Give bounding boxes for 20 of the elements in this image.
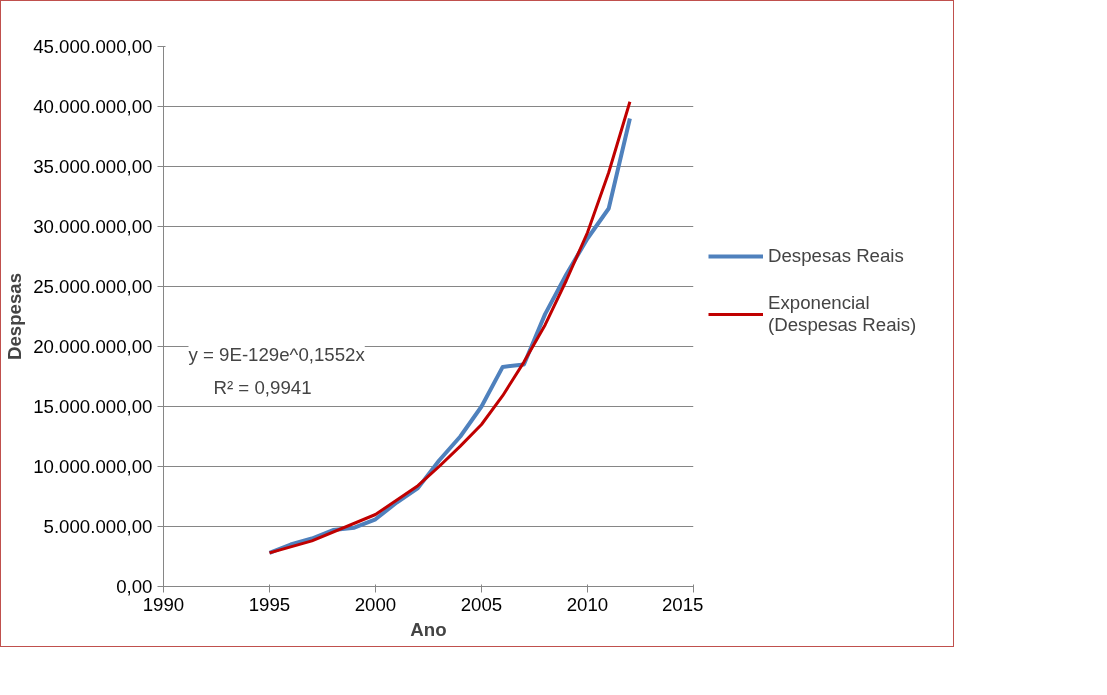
x-tick-label: 2000 [354, 593, 397, 615]
y-tick-label: 40.000.000,00 [33, 96, 153, 117]
y-tick-label: 45.000.000,00 [33, 36, 153, 57]
y-tick-label: 25.000.000,00 [33, 276, 153, 297]
x-tick-label: 1995 [248, 593, 291, 615]
y-tick-label: 30.000.000,00 [33, 216, 153, 237]
y-tick-label: 5.000.000,00 [43, 516, 153, 537]
x-tick-label: 2010 [566, 593, 609, 615]
y-tick-label: 10.000.000,00 [33, 456, 153, 477]
y-tick-label: 15.000.000,00 [33, 396, 153, 417]
y-tick-label: 20.000.000,00 [33, 336, 153, 357]
y-axis-title: Despesas [4, 272, 26, 361]
annotation: R² = 0,9941 [213, 376, 312, 398]
x-tick-label: 2005 [460, 593, 503, 615]
legend-label: Despesas Reais [768, 245, 904, 267]
y-tick-label: 35.000.000,00 [33, 156, 153, 177]
legend-label: Exponencial (Despesas Reais) [768, 292, 917, 336]
annotation: y = 9E-129e^0,1552x [188, 343, 366, 365]
x-axis-title: Ano [410, 618, 447, 640]
x-tick-label: 2015 [662, 593, 704, 615]
